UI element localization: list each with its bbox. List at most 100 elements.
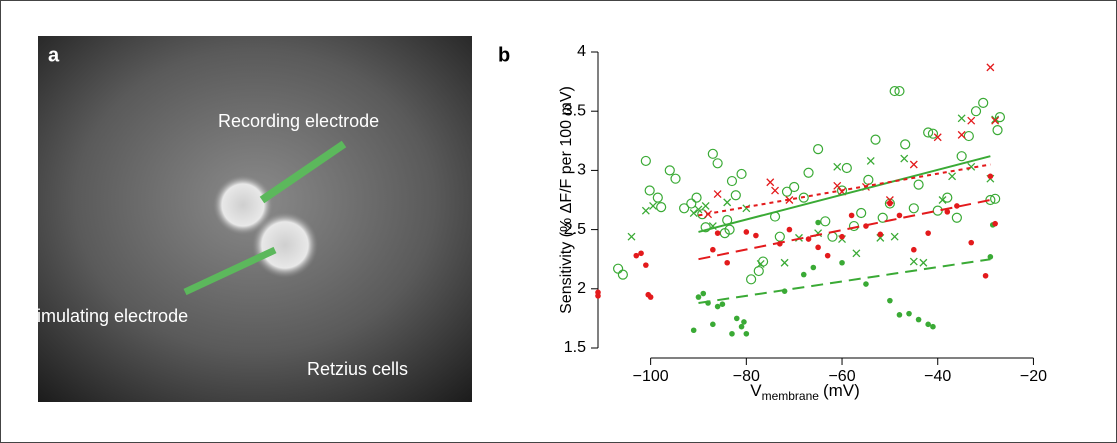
y-tick-label: 4 — [577, 43, 586, 60]
point — [781, 186, 793, 197]
fit-line — [698, 258, 991, 304]
point — [894, 85, 905, 97]
x-tick-label: −40 — [924, 368, 951, 385]
micrograph: a Recording electrode Stimulating electr… — [20, 36, 472, 402]
point — [743, 330, 750, 337]
y-tick-label: 3 — [577, 162, 586, 179]
point — [746, 274, 757, 285]
point — [738, 323, 745, 330]
point — [909, 257, 918, 266]
x-label-unit: (mV) — [823, 381, 860, 400]
point — [957, 130, 966, 139]
point — [724, 259, 730, 266]
fit-line — [698, 199, 991, 261]
point — [689, 209, 698, 217]
annotation: Stimulating electrode — [20, 306, 188, 326]
point — [695, 294, 702, 300]
point — [701, 201, 710, 210]
point — [743, 229, 750, 235]
point — [771, 186, 780, 195]
point — [967, 162, 976, 171]
point — [992, 220, 998, 227]
point — [714, 230, 721, 236]
point — [884, 198, 895, 209]
point — [970, 106, 982, 117]
point — [927, 128, 939, 139]
point — [803, 167, 814, 178]
point — [839, 233, 845, 240]
point — [780, 258, 789, 267]
point — [967, 116, 976, 125]
point — [664, 165, 675, 176]
point — [710, 321, 716, 328]
point — [848, 212, 855, 219]
y-tick-label: 2 — [577, 280, 586, 297]
point — [900, 139, 911, 150]
point — [930, 323, 936, 330]
point — [690, 327, 697, 334]
point — [889, 85, 900, 97]
point — [656, 202, 667, 213]
point — [679, 203, 690, 214]
x-tick-label: −80 — [733, 368, 760, 385]
point — [863, 174, 874, 185]
point — [644, 185, 655, 196]
point — [774, 231, 785, 242]
point — [839, 259, 845, 266]
point — [890, 232, 899, 241]
point — [691, 192, 702, 203]
point — [694, 205, 703, 214]
point — [707, 148, 718, 159]
panel-label: a — [48, 44, 60, 66]
point — [877, 212, 888, 223]
point — [595, 293, 601, 299]
point — [896, 212, 903, 219]
point — [700, 222, 711, 233]
point — [741, 319, 747, 325]
point — [798, 192, 809, 203]
point — [670, 173, 681, 184]
point — [908, 203, 919, 214]
point — [925, 230, 931, 236]
point — [954, 203, 960, 209]
point — [714, 303, 721, 310]
point — [982, 272, 989, 279]
point — [800, 271, 807, 278]
point — [700, 290, 707, 297]
cell — [252, 212, 318, 278]
y-tick-label: 1.5 — [564, 339, 586, 356]
point — [733, 315, 740, 322]
x-axis-label: Vmembrane (mV) — [750, 381, 860, 403]
point — [987, 254, 994, 260]
point — [963, 130, 974, 142]
x-tick-label: −100 — [633, 368, 669, 385]
point — [852, 249, 861, 258]
point — [712, 158, 723, 169]
point — [786, 226, 793, 233]
point — [820, 216, 831, 227]
point — [813, 143, 824, 155]
point — [724, 224, 735, 235]
point — [992, 125, 1003, 136]
point — [824, 252, 831, 259]
point — [919, 258, 928, 267]
point — [730, 190, 741, 201]
y-tick-label: 3.5 — [564, 102, 586, 119]
point — [925, 321, 931, 328]
x-tick-label: −60 — [828, 368, 855, 385]
point — [968, 239, 975, 246]
point — [638, 250, 644, 257]
point — [785, 196, 794, 204]
point — [909, 160, 918, 169]
y-axis-label: Sensitivity (% ΔF/F per 100 mV) — [558, 86, 575, 314]
point — [956, 151, 967, 162]
point — [766, 178, 775, 187]
point — [833, 162, 842, 171]
point — [810, 264, 817, 271]
point — [643, 262, 649, 268]
point — [719, 301, 726, 307]
cell — [213, 175, 273, 235]
point — [856, 207, 867, 219]
fit-line — [698, 163, 991, 217]
point — [617, 269, 628, 280]
